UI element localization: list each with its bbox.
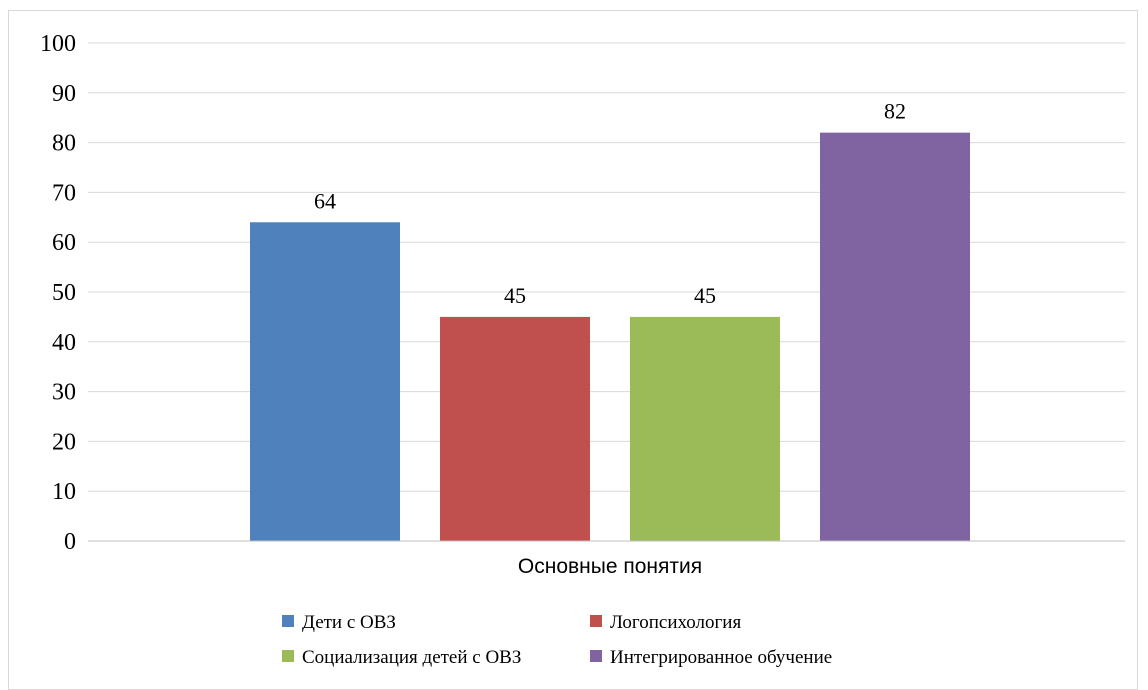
y-tick-label: 60 <box>52 230 76 256</box>
legend-swatch <box>282 615 294 627</box>
data-label: 45 <box>504 283 526 308</box>
bars <box>250 132 970 541</box>
legend-label: Социализация детей с ОВЗ <box>302 647 521 668</box>
bar <box>250 222 400 541</box>
legend-item: Социализация детей с ОВЗ <box>282 647 521 668</box>
bar <box>440 316 590 541</box>
legend-label: Логопсихология <box>610 612 741 633</box>
y-axis-ticks: 0 10 20 30 40 50 60 70 80 90 100 <box>40 31 76 555</box>
legend-swatch <box>590 650 602 662</box>
bar <box>630 316 780 541</box>
y-tick-label: 80 <box>52 131 76 157</box>
data-label: 82 <box>884 99 906 124</box>
y-tick-label: 100 <box>40 31 76 57</box>
data-label: 45 <box>694 283 716 308</box>
y-tick-label: 70 <box>52 180 76 206</box>
legend-swatch <box>282 650 294 662</box>
data-labels: 64 45 45 82 <box>314 99 906 308</box>
legend-item: Дети с ОВЗ <box>282 612 396 633</box>
y-tick-label: 0 <box>64 529 76 555</box>
y-tick-label: 90 <box>52 81 76 107</box>
legend-item: Логопсихология <box>590 612 741 633</box>
x-category-label: Основные понятия <box>518 555 702 578</box>
legend-label: Интегрированное обучение <box>610 647 832 668</box>
legend: Дети с ОВЗ Логопсихология Социализация дет… <box>282 612 832 668</box>
legend-label: Дети с ОВЗ <box>302 612 396 633</box>
data-label: 64 <box>314 188 336 213</box>
y-tick-label: 20 <box>52 429 76 455</box>
y-tick-label: 30 <box>52 380 76 406</box>
legend-item: Интегрированное обучение <box>590 647 832 668</box>
bar <box>820 132 970 541</box>
y-tick-label: 10 <box>52 479 76 505</box>
y-tick-label: 50 <box>52 280 76 306</box>
legend-swatch <box>590 615 602 627</box>
y-tick-label: 40 <box>52 330 76 356</box>
